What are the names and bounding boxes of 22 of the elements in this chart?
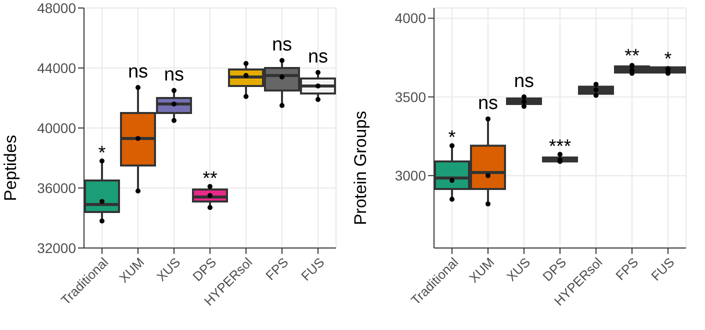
text: ns xyxy=(164,64,184,86)
text: ns xyxy=(308,46,328,68)
y-axis-title: Protein Groups xyxy=(351,110,370,226)
y-tick-label: 32000 xyxy=(37,240,76,256)
y-tick-label: 4000 xyxy=(394,10,426,26)
text: ns xyxy=(478,92,498,114)
y-tick-label: 44000 xyxy=(37,60,76,76)
y-tick-label: 3500 xyxy=(394,88,426,105)
y-tick-label: 36000 xyxy=(37,180,76,196)
text: * xyxy=(448,128,456,149)
text: ** xyxy=(624,46,640,67)
text: ns xyxy=(514,70,534,92)
y-axis-title: Peptides xyxy=(1,134,20,202)
text: ns xyxy=(272,34,292,56)
text: * xyxy=(98,143,106,164)
text: *** xyxy=(548,136,572,158)
text: * xyxy=(664,49,672,70)
y-tick-label: 48000 xyxy=(37,0,76,16)
y-tick-label: 3000 xyxy=(394,168,426,184)
text: ** xyxy=(202,168,218,190)
text: ns xyxy=(128,62,148,82)
y-tick-label: 40000 xyxy=(37,120,76,136)
